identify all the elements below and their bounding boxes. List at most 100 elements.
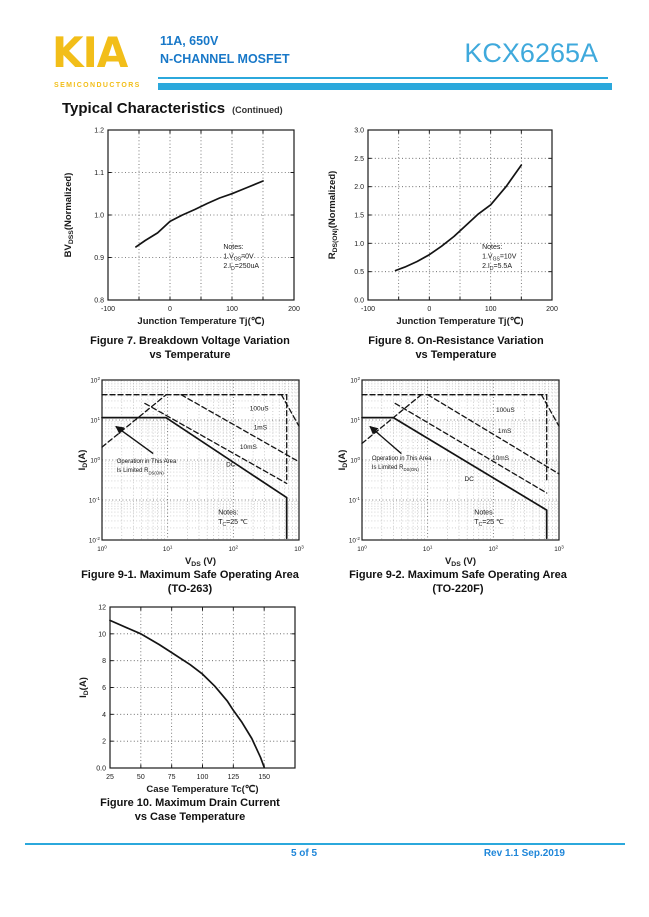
svg-text:ID(A): ID(A) xyxy=(337,450,349,471)
svg-text:102: 102 xyxy=(229,544,239,553)
part-type: N-CHANNEL MOSFET xyxy=(160,52,290,66)
svg-text:101: 101 xyxy=(350,416,360,425)
svg-text:10-2: 10-2 xyxy=(349,536,361,545)
svg-text:0.0: 0.0 xyxy=(96,766,106,773)
svg-text:10: 10 xyxy=(98,631,106,638)
svg-text:VDS (V): VDS (V) xyxy=(445,556,476,568)
svg-text:100: 100 xyxy=(90,456,100,465)
svg-text:Notes:: Notes: xyxy=(218,509,238,516)
svg-text:200: 200 xyxy=(546,306,558,313)
svg-text:102: 102 xyxy=(489,544,499,553)
svg-text:102: 102 xyxy=(90,376,100,385)
svg-text:10mS: 10mS xyxy=(492,455,510,462)
svg-text:100: 100 xyxy=(226,306,238,313)
figure8-caption-line1: Figure 8. On-Resistance Variation xyxy=(368,335,544,347)
svg-text:100: 100 xyxy=(350,456,360,465)
section-title-row: Typical Characteristics (Continued) xyxy=(62,100,283,117)
svg-text:101: 101 xyxy=(423,544,433,553)
svg-text:Notes: Notes xyxy=(474,509,493,516)
section-title: Typical Characteristics xyxy=(62,100,226,117)
svg-text:1.VGS=10V: 1.VGS=10V xyxy=(482,254,517,263)
svg-text:0: 0 xyxy=(168,306,172,313)
figure7-caption-line2: vs Temperature xyxy=(149,349,231,361)
figure8-chart: -100 0 100 200 0.0 0.5 1.0 1.5 2.0 2.5 3.0 Notes: 1.… xyxy=(327,128,558,328)
figure7-chart: -100 0 100 200 0.8 0.9 1.0 1.1 1.2 Notes: 1.VGS=0V… xyxy=(63,128,300,328)
svg-text:101: 101 xyxy=(163,544,173,553)
figure9-1-chart: 100 101 102 103 102 101 100 10-1 10-2 100uS 1mS 10m… xyxy=(77,376,304,568)
svg-text:BVDSS(Normalized): BVDSS(Normalized) xyxy=(63,173,75,258)
svg-text:1.0: 1.0 xyxy=(354,241,364,248)
svg-text:0: 0 xyxy=(427,306,431,313)
svg-text:103: 103 xyxy=(554,544,564,553)
svg-text:1.5: 1.5 xyxy=(354,213,364,220)
svg-text:4: 4 xyxy=(102,712,106,719)
svg-text:100: 100 xyxy=(485,306,497,313)
svg-text:103: 103 xyxy=(294,544,304,553)
figure9-1-caption-line2: (TO-263) xyxy=(167,583,213,595)
svg-text:Operation in This Area: Operation in This Area xyxy=(372,456,432,462)
figure7-caption-line1: Figure 7. Breakdown Voltage Variation xyxy=(90,335,290,347)
figure10-caption-line1: Figure 10. Maximum Drain Current xyxy=(100,797,280,809)
svg-text:3.0: 3.0 xyxy=(354,128,364,135)
svg-text:RDS(ON)(Normalized): RDS(ON)(Normalized) xyxy=(327,171,339,260)
svg-text:1.2: 1.2 xyxy=(94,128,104,135)
figure10-caption: Figure 10. Maximum Drain Current vs Case… xyxy=(58,796,322,824)
svg-text:0.9: 0.9 xyxy=(94,255,104,262)
svg-text:10mS: 10mS xyxy=(240,444,258,451)
revision-label: Rev 1.1 Sep.2019 xyxy=(483,848,565,859)
svg-text:Notes:: Notes: xyxy=(482,244,502,251)
svg-text:100uS: 100uS xyxy=(496,407,515,414)
svg-text:Operation in This Area: Operation in This Area xyxy=(117,459,177,465)
part-rating: 11A, 650V xyxy=(160,34,219,48)
part-number: KCX6265A xyxy=(464,38,598,68)
svg-text:DC: DC xyxy=(464,476,474,483)
header-rule-thick xyxy=(158,83,612,90)
svg-text:10-1: 10-1 xyxy=(89,496,101,505)
svg-text:0.5: 0.5 xyxy=(354,269,364,276)
figure9-2-caption: Figure 9-2. Maximum Safe Operating Area … xyxy=(326,568,590,596)
svg-text:6: 6 xyxy=(102,685,106,692)
svg-text:100: 100 xyxy=(357,544,367,553)
svg-text:TC=25 ℃: TC=25 ℃ xyxy=(474,519,504,528)
svg-text:1mS: 1mS xyxy=(498,428,512,435)
svg-text:Junction Temperature Tj(℃): Junction Temperature Tj(℃) xyxy=(396,316,523,327)
svg-text:10-2: 10-2 xyxy=(89,536,101,545)
svg-text:10-1: 10-1 xyxy=(349,496,361,505)
svg-text:2: 2 xyxy=(102,739,106,746)
figure9-2-chart: 100 101 102 103 102 101 100 10-1 10-2 100uS 1mS 10m… xyxy=(337,376,564,568)
section-title-continued: (Continued) xyxy=(232,105,283,115)
kia-logo-subtext: SEMICONDUCTORS xyxy=(54,82,141,89)
svg-text:Is Limited RDS(ON): Is Limited RDS(ON) xyxy=(372,465,420,472)
svg-text:100uS: 100uS xyxy=(250,405,269,412)
svg-text:75: 75 xyxy=(168,774,176,781)
svg-text:Junction Temperature Tj(℃): Junction Temperature Tj(℃) xyxy=(137,316,264,327)
figure10-chart: 25 50 75 100 125 150 0.0 2 4 6 8 10 12 Case Temperatu… xyxy=(78,605,296,795)
svg-text:2.0: 2.0 xyxy=(354,184,364,191)
svg-text:ID(A): ID(A) xyxy=(78,677,90,698)
svg-text:25: 25 xyxy=(106,774,114,781)
svg-text:150: 150 xyxy=(258,774,270,781)
figure8-caption-line2: vs Temperature xyxy=(415,349,497,361)
figure8-caption: Figure 8. On-Resistance Variation vs Tem… xyxy=(324,334,588,362)
svg-text:125: 125 xyxy=(227,774,239,781)
svg-text:Case Temperature Tc(℃): Case Temperature Tc(℃) xyxy=(146,784,258,795)
svg-text:2.5: 2.5 xyxy=(354,156,364,163)
figure10-caption-line2: vs Case Temperature xyxy=(134,811,246,823)
svg-text:50: 50 xyxy=(137,774,145,781)
svg-text:-100: -100 xyxy=(361,306,375,313)
header-rule-thin xyxy=(158,77,608,79)
svg-text:VDS (V): VDS (V) xyxy=(185,556,216,568)
svg-text:1.1: 1.1 xyxy=(94,170,104,177)
svg-text:2.ID=5.5A: 2.ID=5.5A xyxy=(482,263,512,272)
svg-text:Notes:: Notes: xyxy=(223,244,243,251)
svg-text:Is Limited RDS(ON): Is Limited RDS(ON) xyxy=(117,468,165,475)
figure9-1-caption-line1: Figure 9-1. Maximum Safe Operating Area xyxy=(81,569,299,581)
kia-logo: KIA xyxy=(52,28,128,77)
figure9-2-caption-line2: (TO-220F) xyxy=(432,583,484,595)
svg-text:100: 100 xyxy=(97,544,107,553)
svg-text:101: 101 xyxy=(90,416,100,425)
svg-text:1.VGS=0V: 1.VGS=0V xyxy=(223,254,254,263)
svg-text:0.0: 0.0 xyxy=(354,298,364,305)
svg-text:0.8: 0.8 xyxy=(94,298,104,305)
